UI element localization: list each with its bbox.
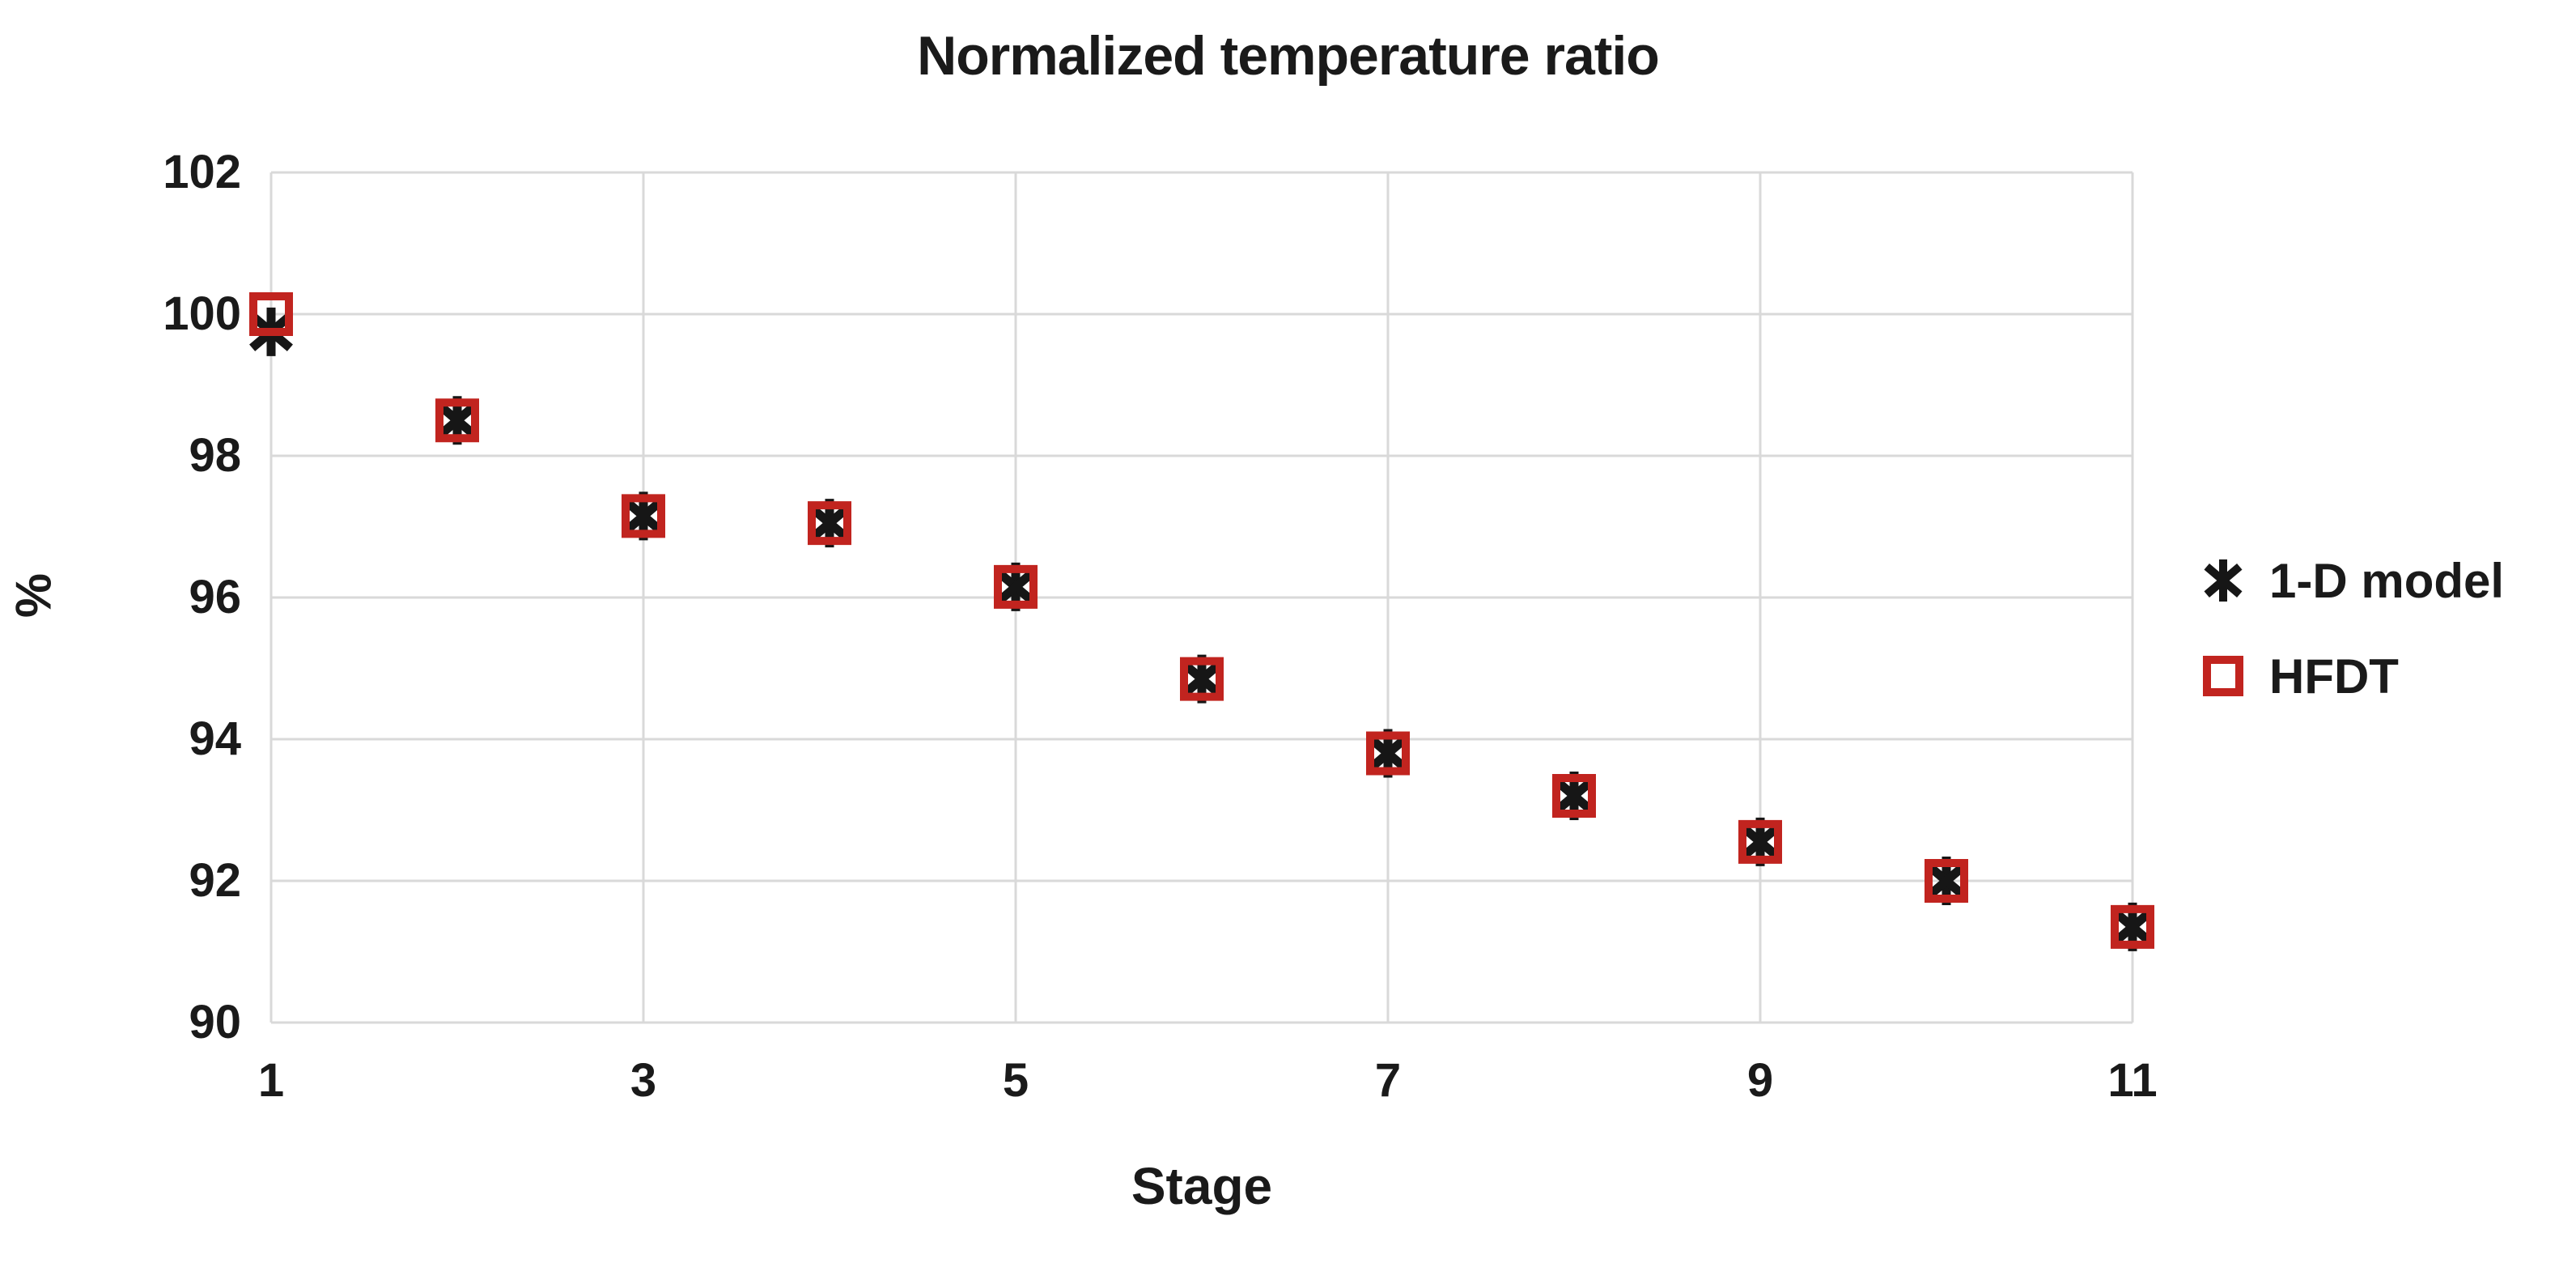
x-tick-label: 1 [257,1054,285,1107]
legend-label: 1-D model [2269,553,2505,608]
x-tick-label: 9 [1746,1054,1774,1107]
x-tick-label: 7 [1374,1054,1402,1107]
y-tick-label: 100 [163,287,241,340]
x-tick-label: 3 [630,1054,657,1107]
open-square-marker-icon [2203,656,2243,696]
y-tick-label: 102 [163,146,241,198]
series-1-d-model [249,307,2154,951]
x-tick-label: 5 [1002,1054,1029,1107]
legend: 1-D model HFDT [2195,552,2504,704]
series-hfdt [249,292,2154,949]
y-tick-label: 90 [189,996,241,1048]
legend-item: 1-D model [2195,552,2504,609]
y-tick-label: 98 [189,429,241,482]
gridlines [269,171,2134,1024]
asterisk-marker-icon [2204,559,2243,602]
y-tick-label: 96 [189,571,241,623]
x-tick-label: 11 [2107,1054,2158,1107]
legend-label: HFDT [2269,649,2399,704]
y-tick-label: 92 [189,854,241,907]
legend-item: HFDT [2195,648,2504,704]
chart-title: Normalized temperature ratio [917,25,1660,87]
x-axis-title: Stage [1131,1157,1273,1215]
y-tick-label: 94 [189,712,241,765]
